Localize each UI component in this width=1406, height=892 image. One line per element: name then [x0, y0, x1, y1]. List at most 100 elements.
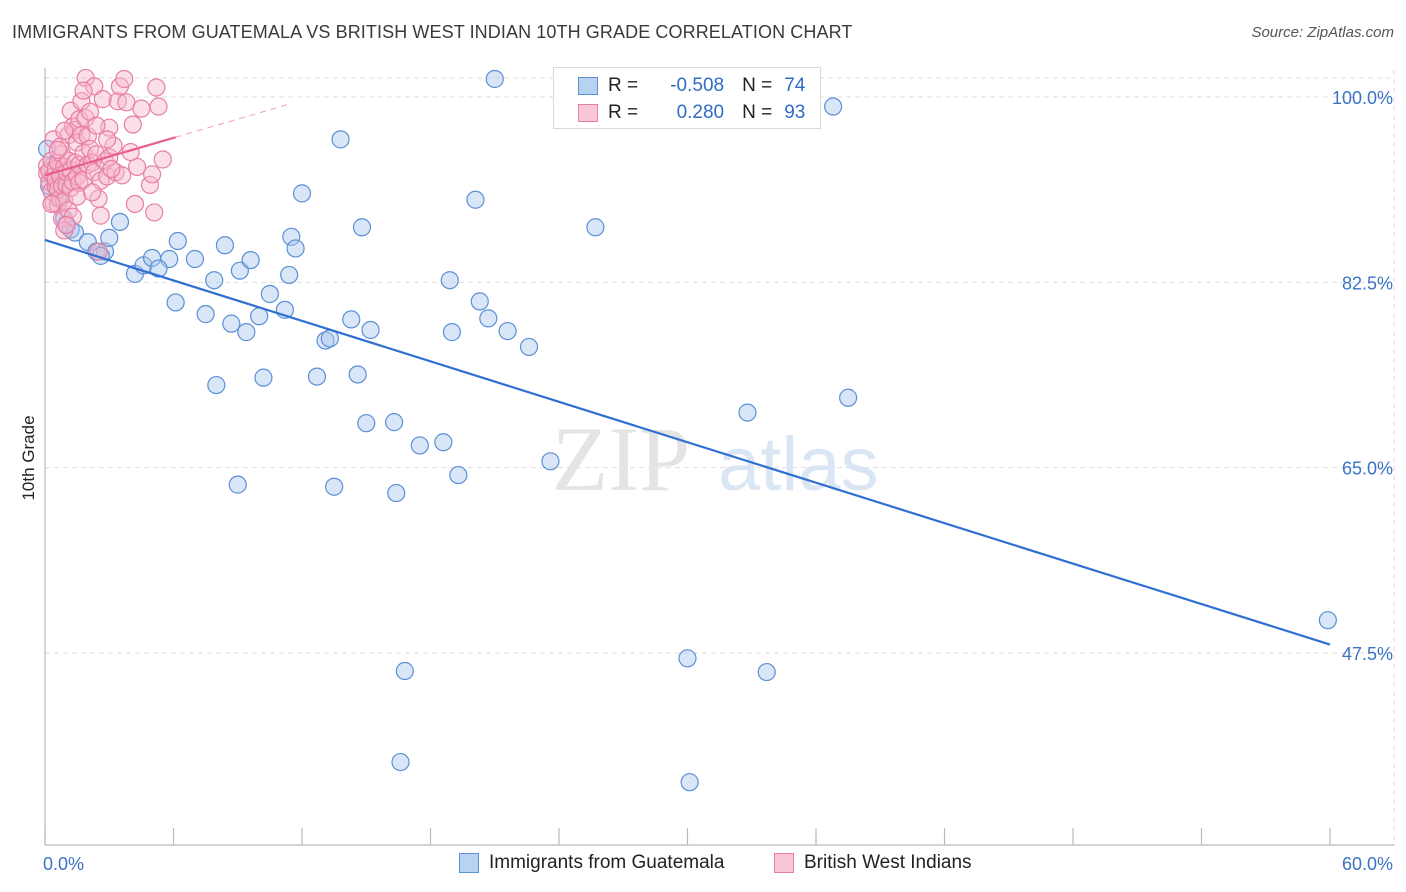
data-point-guatemala [738, 403, 757, 422]
data-point-guatemala [342, 310, 361, 329]
data-point-guatemala [361, 320, 380, 340]
data-point-british-west-indians [125, 194, 145, 214]
data-point-guatemala [110, 212, 130, 232]
trend-line-guatemala [44, 238, 1331, 646]
gridlines [45, 70, 1395, 845]
data-point-guatemala [757, 662, 776, 682]
data-point-guatemala [286, 239, 305, 258]
legend-n-label: N = [742, 102, 773, 123]
data-point-british-west-indians [102, 159, 121, 179]
data-point-british-west-indians [132, 99, 151, 118]
legend-r-value: -0.508 [670, 75, 725, 96]
data-point-british-west-indians [147, 78, 166, 97]
data-point-british-west-indians [91, 206, 110, 225]
data-point-guatemala [282, 227, 301, 246]
data-point-guatemala [237, 323, 256, 342]
x-tick-label: 60.0% [1342, 854, 1393, 874]
series-legend-label: Immigrants from Guatemala [489, 852, 725, 873]
legend-swatch-pink [578, 104, 598, 122]
data-point-guatemala [307, 367, 327, 386]
y-axis-label: 10th Grade [19, 415, 38, 500]
legend-n-value: 74 [784, 75, 806, 96]
data-point-guatemala [352, 218, 372, 237]
data-point-british-west-indians [98, 130, 117, 149]
data-point-guatemala [185, 249, 205, 269]
data-point-british-west-indians [83, 183, 102, 202]
data-point-guatemala [824, 97, 843, 116]
data-point-guatemala [498, 321, 517, 341]
data-point-guatemala [470, 292, 489, 311]
data-point-guatemala [395, 661, 414, 681]
data-point-guatemala [196, 305, 215, 324]
data-point-guatemala [215, 236, 234, 255]
data-point-guatemala [149, 259, 168, 278]
data-point-guatemala [479, 309, 498, 328]
data-point-british-west-indians [145, 203, 164, 222]
data-point-british-west-indians [112, 166, 132, 185]
data-point-british-west-indians [42, 194, 61, 214]
data-point-guatemala [384, 413, 404, 432]
series-legend-swatch-blue [459, 853, 479, 873]
data-point-british-west-indians [74, 81, 93, 100]
watermark-zip: ZIP [552, 408, 690, 510]
data-point-guatemala [357, 414, 376, 433]
data-point-guatemala [586, 218, 605, 237]
trend-line-british-west-indians [44, 136, 176, 177]
series-legend-label: British West Indians [804, 852, 972, 873]
series-legend-british-west-indians: British West Indians [774, 852, 972, 874]
data-point-british-west-indians [123, 115, 142, 134]
data-point-guatemala [260, 284, 279, 304]
data-point-british-west-indians [48, 140, 67, 160]
data-point-guatemala [325, 477, 344, 496]
data-point-guatemala [168, 231, 187, 251]
series-guatemala-points [38, 69, 1337, 792]
data-point-guatemala [387, 483, 406, 503]
legend-r-value: 0.280 [676, 102, 725, 123]
data-point-guatemala [434, 433, 453, 452]
legend-n-value: 93 [784, 102, 806, 123]
data-point-guatemala [678, 649, 697, 668]
x-tick-label: 0.0% [43, 854, 84, 874]
data-point-guatemala [331, 130, 350, 149]
series-legend-guatemala: Immigrants from Guatemala [459, 852, 724, 874]
data-point-guatemala [839, 388, 858, 407]
series-legend-swatch-pink [774, 853, 794, 873]
data-point-guatemala [519, 337, 539, 357]
data-point-british-west-indians [87, 116, 106, 135]
data-point-guatemala [680, 773, 699, 792]
data-point-british-west-indians [149, 97, 168, 116]
data-point-guatemala [166, 293, 185, 312]
series-legend: Immigrants from Guatemala British West I… [0, 852, 1406, 878]
axes [44, 68, 1394, 846]
data-point-guatemala [410, 436, 429, 455]
source-credit: Source: ZipAtlas.com [1251, 24, 1394, 41]
data-point-british-west-indians [70, 110, 89, 129]
legend-r-label: R = [608, 102, 639, 123]
data-point-british-west-indians [115, 69, 134, 89]
trend-line-extension [175, 103, 292, 138]
data-point-british-west-indians [55, 121, 74, 140]
data-point-guatemala [1318, 611, 1337, 630]
legend-n-label: N = [742, 75, 773, 96]
y-tick-label: 47.5% [1342, 644, 1393, 664]
data-point-guatemala [391, 752, 410, 772]
data-point-guatemala [449, 465, 468, 485]
data-point-british-west-indians [142, 165, 162, 184]
data-point-guatemala [442, 323, 462, 342]
y-tick-label: 65.0% [1342, 459, 1393, 479]
legend-swatch-blue [578, 77, 598, 95]
data-point-guatemala [280, 265, 299, 285]
y-tick-label: 82.5% [1342, 273, 1393, 293]
data-point-guatemala [466, 190, 485, 209]
data-point-guatemala [100, 228, 119, 247]
data-point-british-west-indians [57, 216, 76, 235]
data-point-guatemala [228, 475, 247, 494]
axis-labels: 47.5% 65.0% 82.5% 100.0% 0.0% 60.0% 10th Grade [19, 88, 1393, 874]
legend-row-british-west-indians: R = 0.280 N = 93 [578, 100, 805, 126]
data-point-british-west-indians [153, 150, 172, 169]
data-point-guatemala [348, 365, 367, 384]
chart-title: IMMIGRANTS FROM GUATEMALA VS BRITISH WES… [12, 22, 853, 42]
data-point-guatemala [440, 271, 459, 290]
correlation-legend: R = -0.508 N = 74 R = 0.280 N = 93 [553, 67, 821, 129]
